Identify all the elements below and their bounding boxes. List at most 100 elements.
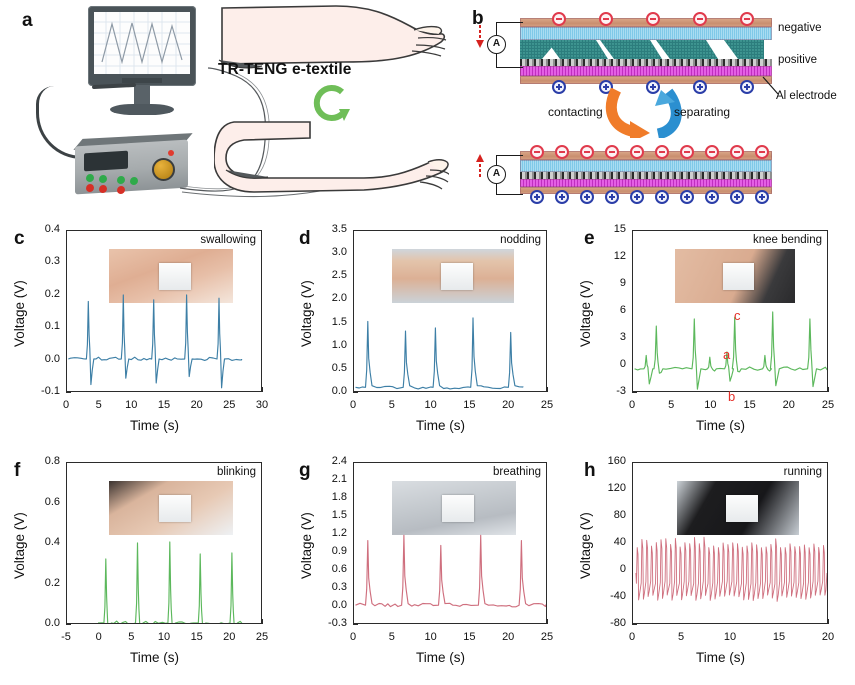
- x-axis-label: Time (s): [696, 650, 745, 665]
- y-tick-label: -0.1: [41, 385, 60, 397]
- positive-charge-icon: [646, 80, 660, 94]
- al-electrode-layer-bottom: [520, 76, 772, 84]
- y-tick-label: 2.1: [331, 473, 347, 485]
- x-tick-label: 10: [157, 631, 171, 643]
- x-tick-label: 15: [157, 399, 171, 411]
- y-tick-label: 0.1: [44, 320, 60, 333]
- y-tick-label: 0.6: [331, 563, 347, 575]
- y-tick-label: 80: [613, 509, 626, 521]
- panel-b-mechanism: b: [452, 0, 855, 215]
- x-tick-label: 15: [772, 631, 786, 643]
- etextile-patch: [725, 495, 758, 523]
- monitor-bezel: [122, 78, 162, 83]
- annotation-a: a: [723, 347, 731, 362]
- positive-charge-icon: [693, 80, 707, 94]
- y-tick-label: 3: [619, 331, 626, 343]
- y-tick-label: 0: [619, 563, 626, 575]
- contacting-separating-arrows: [605, 88, 682, 138]
- panel-letter-e: e: [584, 228, 595, 249]
- circular-arrow-icon: [309, 82, 351, 124]
- label-contacting: contacting: [548, 105, 603, 119]
- panel-c-swallowing: c -0.1 0.0 0.1 0.2 0.3 0.4 0 5 10 15 20 25 30 Time (s)…: [0, 218, 285, 450]
- x-tick-label: 5: [95, 399, 102, 411]
- y-tick-label: 0.2: [44, 576, 60, 589]
- label-separating: separating: [674, 105, 731, 119]
- plot-title-g: breathing: [493, 466, 541, 478]
- y-tick-label: 12: [613, 250, 626, 262]
- panel-letter-f: f: [14, 460, 21, 481]
- positive-charge-icon: [755, 190, 769, 204]
- positive-charge-icon: [730, 190, 744, 204]
- positive-charge-icon: [630, 190, 644, 204]
- x-tick-label: 20: [821, 631, 835, 643]
- positive-charge-icon: [530, 190, 544, 204]
- x-tick-label: 25: [540, 631, 554, 643]
- x-tick-label: 15: [463, 631, 476, 643]
- negative-charge-icon: [740, 12, 754, 26]
- panel-d-nodding: d 0.0 0.5 1.0 1.5 2.0 2.5 3.0 3.5 0 5 10 15 20 25 Time …: [285, 218, 570, 450]
- y-tick-mark: [632, 624, 637, 626]
- plot-area-c: swallowing: [66, 230, 262, 392]
- plot-area-f: blinking: [66, 462, 262, 624]
- y-tick-label: 3.5: [331, 223, 347, 235]
- y-tick-label: 2.4: [331, 455, 347, 467]
- plot-area-h: running: [632, 462, 828, 624]
- y-tick-mark: [353, 392, 358, 394]
- y-tick-label: 0.0: [331, 385, 347, 397]
- x-axis-label: Time (s): [696, 418, 745, 433]
- y-tick-label: 0.4: [44, 223, 60, 235]
- panel-letter-h: h: [584, 460, 596, 481]
- y-tick-label: 0.3: [44, 255, 60, 268]
- x-tick-mark: [547, 619, 549, 624]
- x-tick-mark: [547, 387, 549, 392]
- rotary-knob-icon[interactable]: [152, 158, 175, 181]
- y-tick-label: 0.5: [331, 361, 347, 374]
- x-tick-label: -5: [61, 631, 71, 643]
- x-tick-label: 25: [821, 399, 835, 411]
- positive-charge-icon: [580, 190, 594, 204]
- positive-charge-icon: [605, 190, 619, 204]
- y-tick-label: 0: [619, 358, 626, 370]
- signal-trace-g: [355, 534, 546, 608]
- negative-charge-icon: [693, 12, 707, 26]
- x-tick-label: 10: [723, 631, 737, 643]
- etextile-patch: [158, 263, 191, 291]
- panel-letter-d: d: [299, 228, 311, 249]
- y-tick-label: 2.0: [331, 292, 347, 305]
- y-tick-label: 0.6: [44, 495, 60, 508]
- x-axis-label: Time (s): [416, 418, 465, 433]
- annotation-c: c: [734, 308, 741, 323]
- y-tick-label: 160: [607, 455, 626, 467]
- plot-title-h: running: [783, 466, 822, 478]
- x-tick-label: 25: [255, 631, 269, 643]
- leader-line-al-electrode: [762, 76, 779, 95]
- panel-e-knee-bending: e -3 0 3 6 9 12 15 0 5 10 15 20 25 Time (s) Voltage (V)…: [570, 218, 855, 450]
- panel-g-breathing: g -0.3 0.0 0.3 0.6 0.9 1.2 1.5 1.8 2.1 2.4 0 5 10 15 20…: [285, 450, 570, 685]
- current-direction-arrow-up: [476, 154, 484, 177]
- x-tick-label: 0: [62, 399, 70, 411]
- plot-area-d: nodding: [353, 230, 547, 392]
- positive-charge-icon: [705, 190, 719, 204]
- positive-charge-icon: [552, 80, 566, 94]
- blinking-eye-photo: [109, 481, 233, 535]
- positive-charge-icon: [555, 190, 569, 204]
- negative-charge-icon: [599, 12, 613, 26]
- al-electrode-layer-bottom: [520, 187, 772, 194]
- positive-layer: [520, 179, 772, 187]
- ammeter-icon: A: [487, 35, 506, 54]
- positive-charge-icon: [680, 190, 694, 204]
- panel-letter-a: a: [22, 10, 33, 31]
- signal-trace-d: [355, 317, 524, 390]
- x-tick-label: 0: [349, 399, 357, 411]
- label-al-electrode: Al electrode: [776, 90, 837, 102]
- annotation-b: b: [728, 389, 736, 404]
- negative-charge-icon: [755, 145, 769, 159]
- negative-charge-icon: [705, 145, 719, 159]
- x-tick-label: 0: [628, 399, 636, 411]
- x-tick-label: 25: [223, 399, 236, 411]
- signal-trace-f: [97, 541, 243, 623]
- negative-charge-icon: [630, 145, 644, 159]
- panel-f-blinking: f 0.0 0.2 0.4 0.6 0.8 -5 0 5 10 15 20 25 Time (s) Volt…: [0, 450, 285, 685]
- x-tick-label: 20: [502, 631, 515, 643]
- y-tick-label: 1.5: [331, 315, 347, 328]
